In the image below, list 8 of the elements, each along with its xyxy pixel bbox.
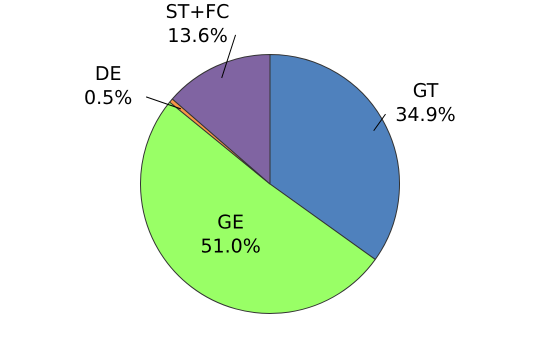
slice-label: DE — [94, 62, 122, 85]
slice-label: ST+FC — [166, 0, 230, 23]
slice-label: GT — [412, 80, 439, 102]
slice-label: GE — [217, 211, 244, 234]
data-label: 0.5% — [84, 86, 132, 109]
data-label: 34.9% — [395, 104, 456, 126]
data-label: 13.6% — [167, 24, 228, 47]
data-label: 51.0% — [200, 235, 261, 258]
